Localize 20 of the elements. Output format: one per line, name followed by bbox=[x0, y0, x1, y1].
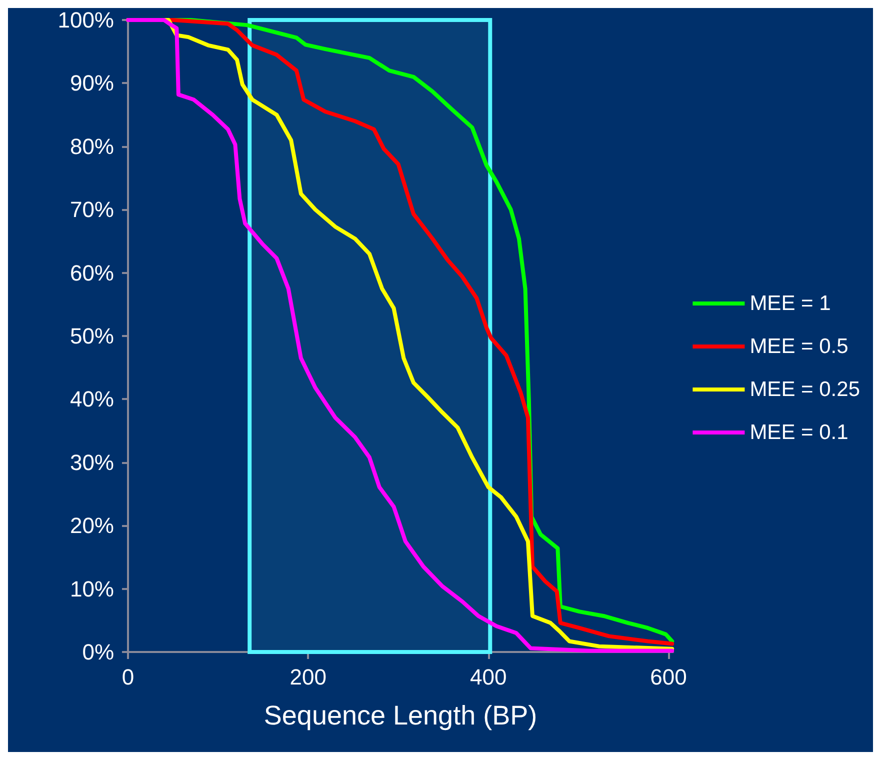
legend-label: MEE = 0.1 bbox=[750, 421, 848, 444]
x-tick-label: 400 bbox=[470, 664, 507, 690]
y-tick-label: 60% bbox=[70, 260, 114, 286]
y-tick-label: 70% bbox=[70, 197, 114, 222]
legend-label: MEE = 0.5 bbox=[750, 335, 848, 358]
y-tick-label: 80% bbox=[70, 134, 114, 159]
y-tick-label: 40% bbox=[70, 386, 114, 412]
x-tick-label: 200 bbox=[290, 664, 327, 690]
legend-label: MEE = 1 bbox=[750, 292, 831, 315]
y-tick-label: 10% bbox=[70, 576, 114, 602]
x-axis-title: Sequence Length (BP) bbox=[264, 700, 538, 730]
y-tick-label: 20% bbox=[70, 513, 114, 538]
y-tick-label: 0% bbox=[82, 640, 114, 664]
y-tick-label: 90% bbox=[70, 70, 114, 96]
x-tick-label: 600 bbox=[650, 664, 687, 690]
legend-label: MEE = 0.25 bbox=[750, 378, 860, 401]
y-tick-label: 100% bbox=[58, 8, 114, 32]
x-tick-label: 0 bbox=[122, 664, 134, 690]
y-tick-label: 50% bbox=[70, 324, 114, 348]
y-tick-label: 30% bbox=[70, 450, 114, 475]
